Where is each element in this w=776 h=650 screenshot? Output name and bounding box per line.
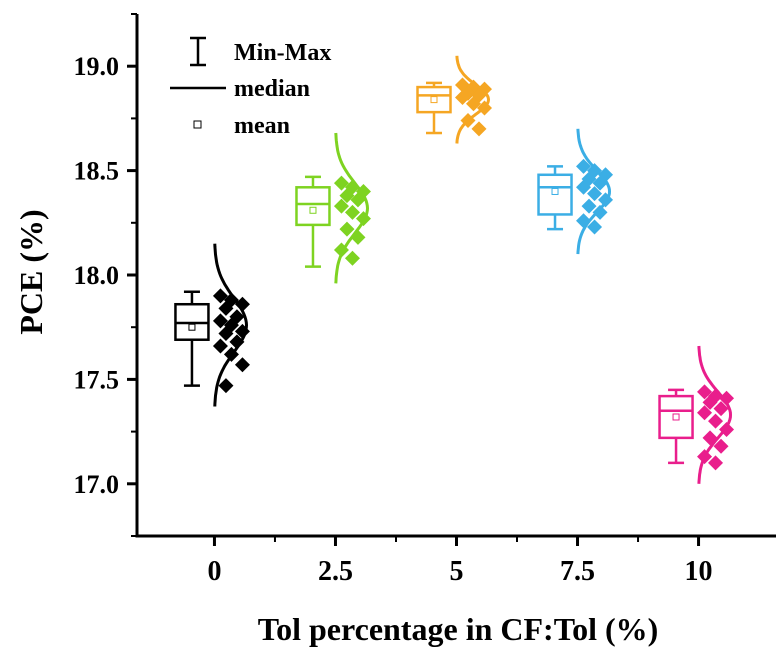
x-tick-label: 10 — [685, 556, 713, 587]
data-point — [719, 422, 735, 438]
data-point — [713, 438, 729, 454]
box — [658, 394, 694, 440]
series-5 — [416, 55, 492, 144]
data-point — [223, 346, 239, 362]
data-point — [212, 288, 228, 304]
series-7.5 — [537, 128, 614, 255]
data-point — [333, 198, 349, 214]
mean-marker — [309, 206, 317, 214]
data-point — [576, 179, 592, 195]
data-point — [344, 204, 360, 220]
data-point — [708, 455, 724, 471]
legend-mean-icon — [193, 120, 202, 129]
distribution-curve — [213, 243, 249, 407]
data-point — [713, 401, 729, 417]
mean-marker — [551, 187, 559, 195]
y-tick-label: 17.5 — [74, 365, 120, 394]
data-point — [212, 338, 228, 354]
legend-label: mean — [234, 113, 290, 139]
data-point — [339, 221, 355, 237]
data-point — [218, 378, 234, 394]
data-point — [581, 198, 597, 214]
data-point — [212, 313, 228, 329]
data-point — [576, 213, 592, 229]
data-point — [333, 175, 349, 191]
data-point — [697, 384, 713, 400]
data-point — [592, 175, 608, 191]
distribution-curve — [576, 128, 612, 255]
data-point — [460, 112, 476, 128]
data-point — [702, 430, 718, 446]
data-point — [719, 390, 735, 406]
data-point — [350, 192, 366, 208]
data-point — [598, 192, 614, 208]
x-tick-label: 0 — [207, 556, 221, 587]
legend: Min-Max median mean — [170, 36, 331, 139]
y-axis-title: PCE (%) — [13, 209, 49, 334]
legend-label: Min-Max — [234, 40, 331, 66]
data-point — [455, 90, 470, 106]
axes: 17.0 17.5 18.0 18.5 19.0 0 2.5 5 7.5 10 — [74, 13, 776, 587]
data-point — [234, 357, 250, 373]
x-tick-label: 5 — [450, 556, 464, 587]
y-tick-label: 19.0 — [74, 52, 120, 81]
data-point — [355, 211, 371, 227]
data-point — [350, 229, 366, 245]
data-point — [344, 250, 360, 266]
y-tick-label: 18.5 — [74, 157, 120, 186]
box — [295, 186, 331, 227]
y-tick-label: 17.0 — [74, 470, 120, 499]
x-axis-title: Tol percentage in CF:Tol (%) — [258, 611, 659, 647]
legend-label: median — [234, 76, 310, 102]
data-point — [339, 188, 355, 204]
x-tick-label: 7.5 — [560, 556, 595, 587]
data-point — [234, 296, 250, 312]
data-point — [587, 219, 603, 235]
series-0 — [174, 243, 250, 407]
y-tick-label: 18.0 — [74, 261, 120, 290]
data-point — [466, 96, 481, 112]
data-point — [477, 100, 492, 116]
x-tick-label: 2.5 — [318, 556, 353, 587]
data-point — [592, 204, 608, 220]
data-point — [708, 413, 724, 429]
data-point — [697, 449, 713, 465]
plot-area — [174, 55, 735, 484]
data-point — [471, 121, 487, 137]
data-point — [333, 242, 349, 258]
series-10 — [658, 345, 735, 484]
mean-marker — [430, 96, 438, 104]
data-point — [218, 300, 234, 316]
data-point — [702, 394, 718, 410]
data-point — [218, 325, 234, 341]
data-point — [587, 186, 603, 202]
box — [537, 173, 573, 216]
data-point — [229, 334, 245, 350]
mean-marker — [672, 413, 680, 421]
mean-marker — [188, 323, 196, 331]
series-2.5 — [295, 132, 371, 284]
distribution-curve — [455, 55, 491, 144]
box — [416, 85, 452, 114]
data-point — [697, 405, 713, 421]
data-point — [576, 158, 592, 174]
data-point — [234, 323, 250, 339]
distribution-curve — [334, 132, 370, 284]
